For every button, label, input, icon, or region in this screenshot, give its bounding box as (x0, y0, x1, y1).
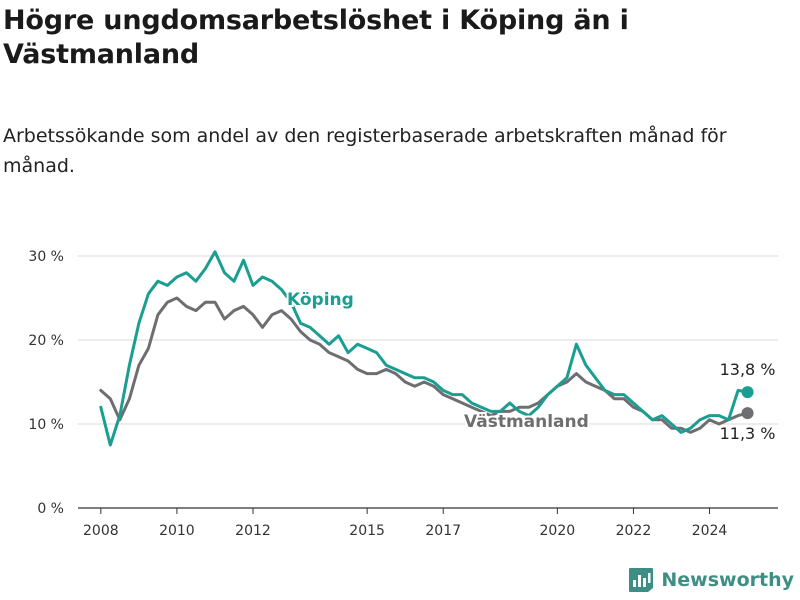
series-lines (99, 250, 750, 447)
series-labels: 13,8 % 11,3 % Köping Västmanland (285, 288, 776, 443)
newsworthy-brand: Newsworthy (627, 566, 794, 594)
series-end-label: 11,3 % (720, 424, 776, 443)
series-label-koping: Köping (287, 290, 354, 310)
y-tick-label: 30 % (28, 249, 64, 265)
x-tick-label: 2012 (235, 523, 271, 539)
chart-title: Högre ungdomsarbetslöshet i Köping än i … (3, 5, 629, 70)
series-label-vastmanland: Västmanland (464, 412, 589, 432)
x-tick-label: 2008 (83, 523, 119, 539)
series-end-point (741, 386, 754, 399)
x-tick-label: 2024 (692, 523, 728, 539)
y-axis: 0 % 10 % 20 % 30 % (28, 249, 64, 517)
series-line-köping (99, 250, 750, 447)
x-tick-label: 2017 (425, 523, 461, 539)
series-line-västmanland (99, 296, 750, 434)
chart-subtitle: Arbetssökande som andel av den registerb… (3, 125, 727, 177)
y-tick-label: 20 % (28, 333, 64, 349)
series-end-label: 13,8 % (720, 360, 776, 379)
x-tick-label: 2010 (159, 523, 195, 539)
y-tick-label: 0 % (37, 501, 64, 517)
x-tick-label: 2015 (349, 523, 385, 539)
series-end-point (741, 407, 754, 420)
x-tick-label: 2022 (616, 523, 652, 539)
x-tick-label: 2020 (540, 523, 576, 539)
gridlines (78, 255, 778, 509)
brand-name: Newsworthy (661, 569, 794, 591)
y-tick-label: 10 % (28, 417, 64, 433)
x-axis: 2008 2010 2012 2015 2017 2020 2022 2024 (83, 508, 727, 539)
newsworthy-logo-icon (629, 568, 654, 592)
